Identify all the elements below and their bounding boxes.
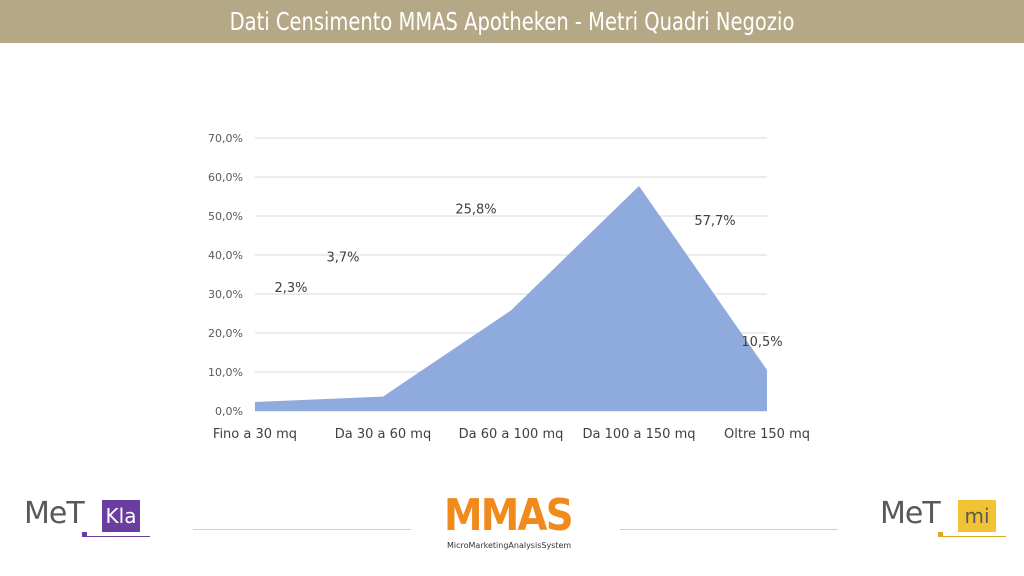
- y-tick-label: 30,0%: [208, 288, 243, 301]
- x-category-label: Da 100 a 150 mq: [582, 427, 695, 442]
- metkla-logo-text: MeT: [24, 496, 85, 531]
- data-label: 3,7%: [326, 251, 359, 266]
- y-tick-label: 40,0%: [208, 249, 243, 262]
- footer-divider-left: [193, 529, 411, 530]
- data-label: 25,8%: [455, 202, 496, 217]
- x-category-label: Da 60 a 100 mq: [459, 427, 564, 442]
- metkla-logo-dot: [82, 532, 87, 537]
- metmi-logo-underline: [938, 536, 1006, 537]
- y-tick-label: 60,0%: [208, 171, 243, 184]
- metmi-logo-badge: mi: [958, 500, 996, 532]
- x-category-label: Da 30 a 60 mq: [335, 427, 431, 442]
- mmas-logo: MMAS MicroMarketingAnalysisSystem: [444, 490, 584, 556]
- metkla-logo-badge: Kla: [102, 500, 140, 532]
- metkla-logo: MeT Kla: [24, 496, 154, 544]
- y-tick-label: 0,0%: [215, 405, 243, 418]
- x-category-label: Oltre 150 mq: [724, 427, 810, 442]
- area-series: [255, 185, 767, 411]
- y-tick-label: 20,0%: [208, 327, 243, 340]
- mmas-logo-text: MMAS: [444, 490, 574, 541]
- data-label: 57,7%: [694, 214, 735, 229]
- metkla-logo-underline: [82, 536, 150, 537]
- metmi-logo: MeT mi: [880, 496, 1010, 544]
- title-bar: Dati Censimento MMAS Apotheken - Metri Q…: [0, 0, 1024, 43]
- metmi-logo-text: MeT: [880, 496, 941, 531]
- x-category-label: Fino a 30 mq: [213, 427, 297, 442]
- y-tick-label: 70,0%: [208, 132, 243, 145]
- mmas-logo-subtitle: MicroMarketingAnalysisSystem: [447, 541, 572, 550]
- data-label: 2,3%: [274, 281, 307, 296]
- y-tick-label: 10,0%: [208, 366, 243, 379]
- data-label: 10,5%: [741, 335, 782, 350]
- metmi-logo-dot: [938, 532, 943, 537]
- footer-divider-right: [620, 529, 838, 530]
- y-tick-label: 50,0%: [208, 210, 243, 223]
- page-title: Dati Censimento MMAS Apotheken - Metri Q…: [229, 7, 795, 36]
